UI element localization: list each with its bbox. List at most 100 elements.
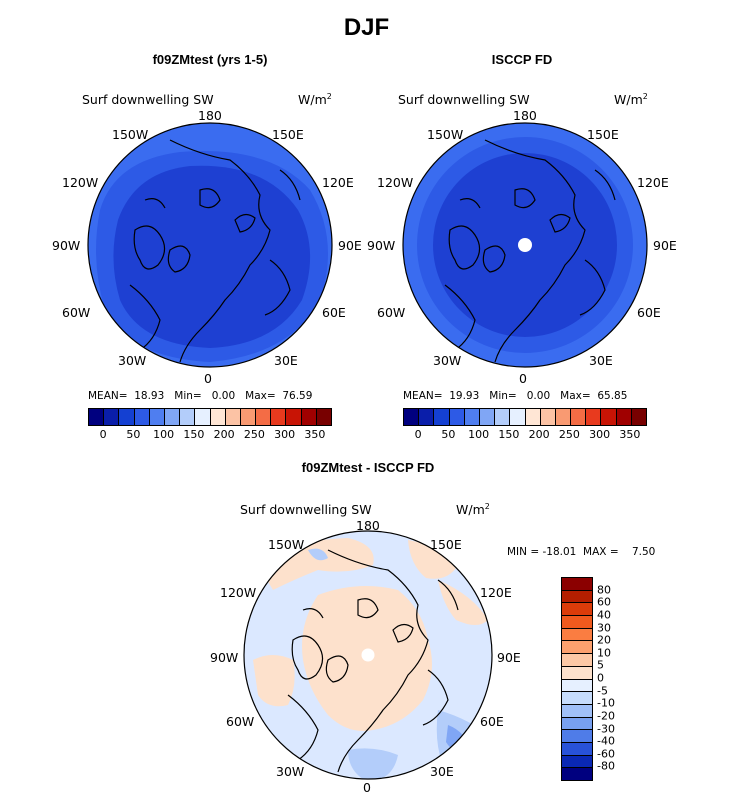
colorbar-tick-label: 40 — [597, 608, 611, 622]
colorbar-swatch — [562, 603, 592, 617]
colorbar-tick-label: 250 — [558, 428, 580, 441]
p1-lon-150w: 150W — [112, 127, 149, 142]
colorbar-swatch — [562, 616, 592, 629]
colorbar-swatch — [104, 409, 120, 425]
colorbar-tick-label: -60 — [597, 747, 615, 761]
p1-lon-right: 90E — [338, 238, 362, 253]
colorbar-swatch — [631, 409, 646, 425]
colorbar-swatch — [119, 409, 135, 425]
colorbar-swatch — [404, 409, 420, 425]
panel2-stats: MEAN= 19.93 Min= 0.00 Max= 65.85 — [403, 390, 628, 402]
panel3-colorbar-ticks: 80 60 40 30 20 10 5 0 -5 -10 -20 -30 -40 -60 -80 — [597, 577, 637, 779]
p2-lon-150w: 150W — [427, 127, 464, 142]
colorbar-tick-label: 10 — [597, 646, 611, 660]
panel1-units: W/m2 — [298, 92, 332, 108]
colorbar-swatch — [586, 409, 602, 425]
colorbar-tick-label: -10 — [597, 696, 615, 710]
colorbar-tick-label: 150 — [498, 428, 520, 441]
panel3-polar-map — [243, 530, 493, 780]
p2-lon-60w: 60W — [377, 305, 406, 320]
colorbar-swatch — [562, 654, 592, 667]
panel2-colorbar — [403, 408, 647, 426]
colorbar-tick-label: 50 — [126, 428, 141, 441]
colorbar-swatch — [464, 409, 480, 425]
diff-positive-region — [438, 580, 488, 625]
map-boundary — [402, 122, 648, 368]
colorbar-tick-label: 5 — [597, 658, 604, 672]
colorbar-tick-label: 0 — [414, 428, 422, 441]
panel1-colorbar — [88, 408, 332, 426]
colorbar-swatch — [562, 742, 592, 756]
colorbar-swatch — [89, 409, 105, 425]
panel2-field-label: Surf downwelling SW — [398, 92, 530, 107]
colorbar-swatch — [449, 409, 465, 425]
p1-lon-120e: 120E — [322, 175, 354, 190]
colorbar-swatch — [562, 578, 592, 591]
p3-lon-30e: 30E — [430, 764, 454, 779]
p1-lon-120w: 120W — [62, 175, 99, 190]
colorbar-swatch — [256, 409, 272, 425]
colorbar-tick-label: 60 — [597, 595, 611, 609]
pole-missing-data — [518, 238, 532, 252]
colorbar-swatch — [540, 409, 556, 425]
p1-lon-150e: 150E — [272, 127, 304, 142]
colorbar-swatch — [149, 409, 165, 425]
colorbar-swatch — [164, 409, 181, 425]
colorbar-swatch — [225, 409, 241, 425]
colorbar-swatch — [562, 641, 592, 655]
panel1-field-label: Surf downwelling SW — [82, 92, 214, 107]
colorbar-swatch — [525, 409, 541, 425]
p3-lon-120w: 120W — [220, 585, 257, 600]
colorbar-tick-label: 200 — [528, 428, 550, 441]
panel3-field-label: Surf downwelling SW — [240, 502, 372, 517]
p1-lon-30e: 30E — [274, 353, 298, 368]
colorbar-swatch — [495, 409, 511, 425]
panel1-title: f09ZMtest (yrs 1-5) — [152, 52, 268, 67]
colorbar-tick-label: 30 — [597, 621, 611, 634]
colorbar-tick-label: 100 — [468, 428, 490, 441]
colorbar-swatch — [479, 409, 496, 425]
colorbar-tick-label: 20 — [597, 633, 611, 647]
panel2-title: ISCCP FD — [491, 52, 553, 67]
p1-lon-60w: 60W — [62, 305, 91, 320]
p1-lon-bottom: 0 — [204, 371, 212, 386]
panel1-colorbar-ticks: 0 50 100 150 200 250 300 350 — [88, 428, 330, 442]
map-boundary — [243, 530, 493, 780]
colorbar-tick-label: 200 — [213, 428, 235, 441]
colorbar-tick-label: 350 — [619, 428, 641, 441]
colorbar-swatch — [195, 409, 211, 425]
p1-lon-60e: 60E — [322, 305, 346, 320]
p2-lon-120e: 120E — [637, 175, 669, 190]
colorbar-swatch — [555, 409, 572, 425]
colorbar-swatch — [434, 409, 450, 425]
p2-lon-30e: 30E — [589, 353, 613, 368]
colorbar-swatch — [616, 409, 632, 425]
p1-lon-30w: 30W — [118, 353, 147, 368]
colorbar-swatch — [562, 717, 592, 731]
diff-blue-region — [348, 748, 398, 779]
main-title: DJF — [343, 14, 390, 41]
diff-blue-region — [308, 548, 328, 561]
map-boundary — [87, 122, 333, 368]
colorbar-swatch — [286, 409, 302, 425]
panel3-units: W/m2 — [456, 502, 490, 518]
colorbar-tick-label: 0 — [597, 671, 604, 685]
colorbar-swatch — [180, 409, 196, 425]
colorbar-swatch — [240, 409, 257, 425]
colorbar-swatch — [562, 590, 592, 604]
panel3-colorbar — [561, 577, 593, 781]
colorbar-tick-label: 350 — [304, 428, 326, 441]
coastlines — [129, 139, 301, 363]
colorbar-tick-label: -80 — [597, 759, 615, 773]
p3-lon-30w: 30W — [276, 764, 305, 779]
colorbar-swatch — [562, 628, 592, 642]
p3-lon-150e: 150E — [430, 537, 462, 552]
panel2-units: W/m2 — [614, 92, 648, 108]
panel2-colorbar-ticks: 0 50 100 150 200 250 300 350 — [403, 428, 645, 442]
pole-missing-data — [358, 645, 378, 665]
colorbar-swatch — [562, 704, 592, 718]
p3-lon-right: 90E — [497, 650, 521, 665]
colorbar-tick-label: 150 — [183, 428, 205, 441]
p2-lon-left: 90W — [367, 238, 396, 253]
coastlines — [287, 549, 459, 773]
